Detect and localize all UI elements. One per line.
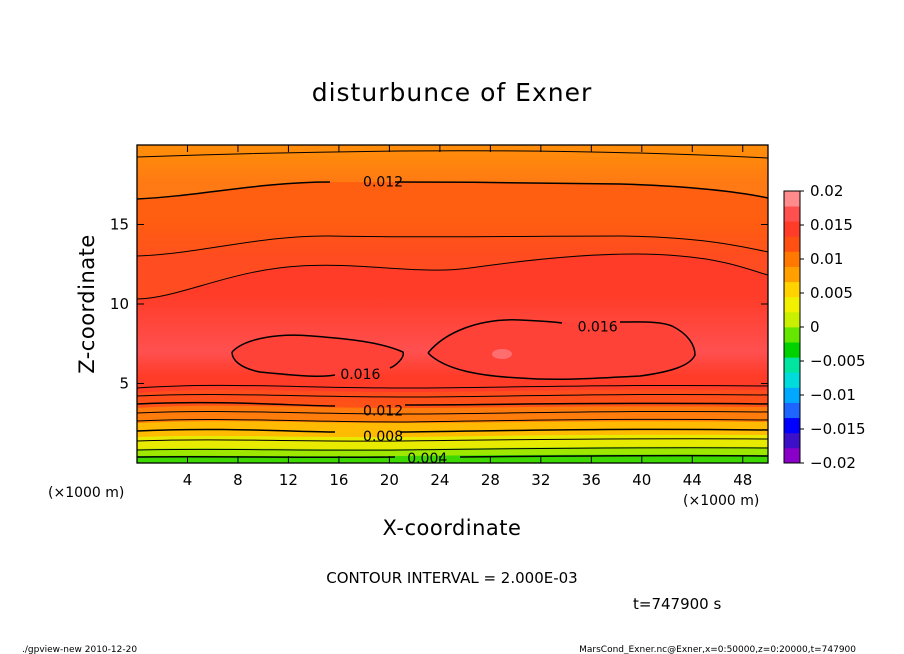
x-tick-label: 16 [329, 471, 348, 489]
colorbar-segment [784, 357, 800, 373]
contour-line [137, 418, 768, 423]
x-tick-label: 28 [481, 471, 500, 489]
colorbar-segment [784, 221, 800, 237]
colorbar-segment [784, 372, 800, 388]
y-tick-label: 10 [110, 295, 129, 313]
colorbar-segment [784, 266, 800, 283]
colorbar-tick-label: 0.005 [810, 284, 853, 302]
y-axis-label: Z-coordinate [75, 234, 99, 374]
y-tick-label: 5 [119, 375, 129, 393]
colorbar-tick-label: 0.01 [810, 250, 843, 268]
x-tick-label: 24 [430, 471, 449, 489]
colorbar-tick-label: 0.02 [810, 182, 843, 200]
contour-line [137, 235, 768, 257]
time-text: t=747900 s [633, 595, 721, 613]
footer-left: ./gpview-new 2010-12-20 [22, 645, 137, 654]
colorbar-segment [784, 281, 800, 298]
chart-title: disturbunce of Exner [312, 78, 593, 107]
contour-label: 0.008 [363, 429, 403, 445]
x-tick-label: 32 [531, 471, 550, 489]
x-unit-right: (×1000 m) [683, 493, 759, 509]
colorbar-segment [784, 327, 800, 343]
contour-line [137, 384, 768, 389]
x-unit-left: (×1000 m) [48, 485, 124, 501]
x-tick-label: 12 [279, 471, 298, 489]
contour-line-0.012-lower [137, 401, 768, 407]
contour-label: 0.012 [363, 404, 403, 420]
colorbar-tick-label: −0.015 [810, 420, 866, 438]
colorbar-tick-label: 0.015 [810, 216, 853, 234]
contour-line [137, 253, 768, 300]
colorbar-segment [784, 417, 800, 434]
x-tick-label: 44 [683, 471, 702, 489]
colorbar-segment [784, 447, 800, 464]
contour-interval-text: CONTOUR INTERVAL = 2.000E-03 [326, 569, 577, 587]
x-tick-label: 4 [183, 471, 193, 489]
x-tick-label: 48 [733, 471, 752, 489]
contour-line-0.008 [137, 428, 768, 433]
colorbar-segment [784, 402, 800, 419]
colorbar-tick-label: −0.005 [810, 352, 866, 370]
colorbar-segment [784, 191, 800, 207]
band-upper [137, 145, 768, 200]
contour-label: 0.004 [407, 451, 447, 467]
contour-line [137, 447, 768, 451]
colorbar-segment [784, 311, 800, 328]
colorbar-segment [784, 387, 800, 403]
band-mid [137, 235, 768, 300]
contour-line [137, 410, 768, 415]
y-tick-label: 15 [110, 216, 129, 234]
contour-label: 0.016 [578, 319, 618, 335]
colorbar-tick-label: −0.02 [810, 454, 856, 472]
contour-line [137, 438, 768, 442]
x-tick-label: 8 [233, 471, 243, 489]
colorbar-segment [784, 251, 800, 267]
contour-line [137, 150, 768, 159]
x-tick-label: 36 [582, 471, 601, 489]
x-tick-label: 40 [632, 471, 651, 489]
max-region-right [428, 319, 695, 380]
contour-label: 0.016 [340, 367, 380, 383]
colorbar-segment [784, 236, 800, 252]
contour-line [137, 393, 768, 398]
colorbar-segment [784, 296, 800, 313]
colorbar-segment [784, 206, 800, 222]
band-mid-upper [137, 182, 768, 257]
colorbar-segment [784, 432, 800, 449]
max-region-left [232, 335, 404, 377]
footer-right: MarsCond_Exner.nc@Exner,x=0:50000,z=0:20… [579, 645, 856, 654]
x-axis-label: X-coordinate [383, 516, 522, 540]
contour-line-0.016-left [231, 334, 404, 377]
x-tick-label: 20 [380, 471, 399, 489]
max-peak [492, 349, 512, 359]
contour-line-0.016-right [427, 319, 696, 381]
colorbar-segment [784, 342, 800, 358]
contour-label: 0.012 [363, 175, 403, 191]
contour-line-0.004 [137, 454, 768, 459]
colorbar: 0.02 0.015 0.01 0.005 0 −0.005 −0.01 −0.015 −0.0… [783, 182, 866, 472]
contour-line-0.012-upper [137, 181, 768, 200]
colorbar-tick-label: 0 [810, 318, 820, 336]
colorbar-tick-label: −0.01 [810, 386, 856, 404]
